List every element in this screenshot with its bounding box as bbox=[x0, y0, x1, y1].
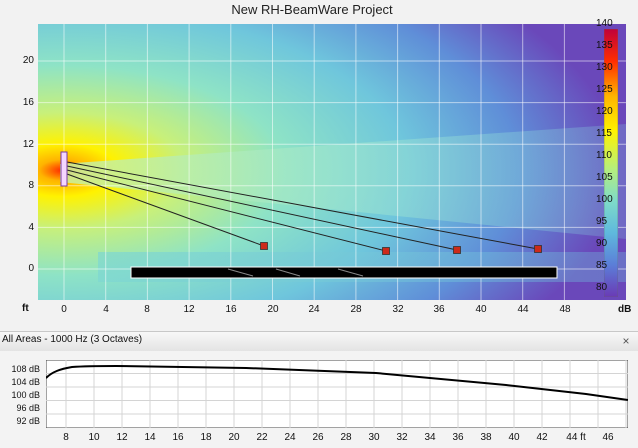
response-x-tick-label: 28 bbox=[340, 432, 352, 443]
response-x-tick-label: 42 bbox=[536, 432, 548, 443]
x-tick-label: 20 bbox=[267, 304, 279, 315]
response-y-tick-label: 92 dB bbox=[16, 416, 40, 426]
y-tick-label: 4 bbox=[28, 222, 34, 233]
colorbar-tick-label: 110 bbox=[596, 150, 612, 161]
colorbar-tick-label: 85 bbox=[596, 260, 608, 271]
colorbar-tick-label: 135 bbox=[596, 40, 613, 51]
x-tick-label: 4 bbox=[103, 304, 109, 315]
response-x-tick-label: 26 bbox=[312, 432, 324, 443]
x-tick-label: 44 bbox=[517, 304, 529, 315]
response-y-tick-label: 100 dB bbox=[11, 390, 40, 400]
colorbar-tick-label: 125 bbox=[596, 84, 613, 95]
response-x-tick-label: 36 bbox=[452, 432, 464, 443]
plot-title: New RH-BeamWare Project bbox=[231, 2, 393, 17]
audience-area-bar[interactable] bbox=[130, 266, 558, 279]
colorbar-tick-label: 80 bbox=[596, 282, 608, 293]
x-tick-label: 12 bbox=[183, 304, 195, 315]
response-x-tick-label: 18 bbox=[200, 432, 212, 443]
response-x-tick-label: 10 bbox=[88, 432, 100, 443]
x-unit-label: ft bbox=[22, 303, 29, 314]
response-x-tick-label: 16 bbox=[172, 432, 184, 443]
coverage-ray bbox=[66, 169, 387, 252]
speaker-array[interactable] bbox=[60, 151, 68, 187]
response-x-tick-label: 34 bbox=[424, 432, 436, 443]
x-tick-label: 28 bbox=[350, 304, 362, 315]
listener-marker[interactable] bbox=[382, 247, 390, 255]
colorbar-tick-label: 90 bbox=[596, 238, 608, 249]
y-tick-label: 12 bbox=[22, 139, 34, 150]
colorbar-tick-label: 115 bbox=[596, 128, 612, 139]
colorbar-tick-label: 100 bbox=[596, 194, 613, 205]
response-x-tick-label: 8 bbox=[63, 432, 69, 443]
colorbar-tick-label: 95 bbox=[596, 216, 608, 227]
x-tick-label: 0 bbox=[61, 304, 67, 315]
response-x-tick-label: 30 bbox=[368, 432, 380, 443]
response-x-tick-label: 14 bbox=[144, 432, 156, 443]
coverage-ray bbox=[66, 161, 539, 250]
response-panel-title: All Areas - 1000 Hz (3 Octaves) bbox=[2, 334, 143, 345]
x-tick-label: 8 bbox=[144, 304, 150, 315]
x-tick-label: 16 bbox=[225, 304, 237, 315]
coverage-ray bbox=[66, 173, 265, 247]
color-scale-bar bbox=[604, 29, 618, 297]
coverage-rays bbox=[66, 161, 539, 252]
colorbar-tick-label: 130 bbox=[596, 62, 613, 73]
colorbar-tick-label: 120 bbox=[596, 106, 613, 117]
response-x-tick-label: 46 bbox=[602, 432, 614, 443]
x-tick-label: 40 bbox=[475, 304, 487, 315]
listener-marker[interactable] bbox=[534, 245, 542, 253]
x-tick-label: 48 bbox=[559, 304, 571, 315]
colorbar-tick-label: 105 bbox=[596, 172, 613, 183]
y-tick-label: 20 bbox=[22, 55, 34, 66]
response-x-tick-label: 22 bbox=[256, 432, 268, 443]
response-curve bbox=[46, 364, 628, 401]
response-x-tick-label: 38 bbox=[480, 432, 492, 443]
response-x-tick-label: 44 ft bbox=[566, 432, 586, 443]
response-plot[interactable] bbox=[46, 360, 628, 428]
y-tick-label: 0 bbox=[28, 263, 34, 274]
response-x-tick-label: 24 bbox=[284, 432, 296, 443]
x-tick-label: 32 bbox=[392, 304, 404, 315]
response-x-tick-label: 20 bbox=[228, 432, 240, 443]
colorbar-tick-label: 140 bbox=[596, 18, 613, 29]
y-tick-label: 16 bbox=[22, 97, 34, 108]
response-y-tick-label: 108 dB bbox=[11, 364, 40, 374]
response-x-tick-label: 12 bbox=[116, 432, 128, 443]
x-tick-label: 24 bbox=[308, 304, 320, 315]
close-icon[interactable]: × bbox=[622, 334, 630, 348]
x-tick-label: 36 bbox=[433, 304, 445, 315]
response-x-tick-label: 40 bbox=[508, 432, 520, 443]
listener-marker[interactable] bbox=[453, 246, 461, 254]
colorbar-unit-label: dB bbox=[618, 304, 632, 315]
y-tick-label: 8 bbox=[28, 180, 34, 191]
response-y-tick-label: 96 dB bbox=[16, 403, 40, 413]
coverage-ray bbox=[66, 165, 458, 251]
response-x-tick-label: 32 bbox=[396, 432, 408, 443]
listener-marker[interactable] bbox=[260, 242, 268, 250]
spl-coverage-plot[interactable] bbox=[38, 24, 626, 300]
response-y-tick-label: 104 dB bbox=[11, 377, 40, 387]
